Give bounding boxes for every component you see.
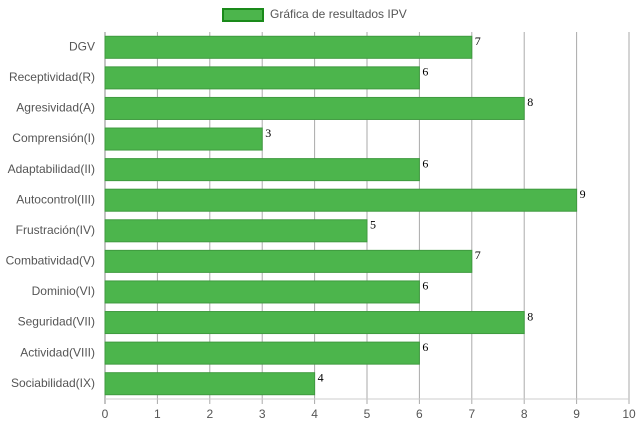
- bar: [104, 249, 473, 273]
- bar: [104, 219, 368, 243]
- y-tick-label: Adaptabilidad(II): [8, 162, 95, 176]
- value-label: 6: [422, 340, 428, 354]
- bar: [104, 96, 525, 120]
- value-label: 6: [422, 65, 428, 79]
- x-tick-label: 2: [206, 407, 213, 421]
- value-label: 6: [422, 156, 428, 170]
- y-tick-label: Seguridad(VII): [18, 315, 95, 329]
- x-tick-label: 1: [154, 407, 161, 421]
- legend-swatch: [222, 8, 264, 22]
- value-label: 6: [422, 279, 428, 293]
- y-tick-label: Combatividad(V): [6, 254, 95, 268]
- bar: [104, 127, 263, 151]
- x-tick-label: 3: [259, 407, 266, 421]
- y-tick-label: Receptividad(R): [9, 70, 95, 84]
- value-label: 8: [527, 309, 533, 323]
- x-tick-label: 0: [102, 407, 109, 421]
- x-tick-label: 8: [521, 407, 528, 421]
- value-label: 3: [265, 126, 271, 140]
- bar: [104, 372, 316, 396]
- x-tick-label: 4: [311, 407, 318, 421]
- bar: [104, 35, 473, 59]
- x-tick-label: 9: [573, 407, 580, 421]
- x-tick-label: 5: [364, 407, 371, 421]
- value-label: 9: [580, 187, 586, 201]
- value-label: 7: [475, 248, 481, 262]
- bar: [104, 188, 578, 212]
- y-tick-label: Autocontrol(III): [16, 192, 95, 206]
- legend-label: Gráfica de resultados IPV: [270, 7, 407, 21]
- bar: [104, 311, 525, 335]
- x-tick-label: 6: [416, 407, 423, 421]
- y-tick-label: DGV: [69, 39, 95, 53]
- bar: [104, 66, 420, 90]
- bar: [104, 341, 420, 365]
- bar: [104, 158, 420, 182]
- value-label: 8: [527, 95, 533, 109]
- y-tick-label: Sociabilidad(IX): [11, 376, 95, 390]
- bar: [104, 280, 420, 304]
- y-tick-label: Comprensión(I): [12, 131, 95, 145]
- y-tick-label: Agresividad(A): [16, 101, 95, 115]
- y-tick-label: Frustración(IV): [16, 223, 95, 237]
- x-tick-label: 7: [468, 407, 475, 421]
- y-tick-label: Actividad(VIII): [20, 345, 95, 359]
- value-label: 7: [475, 34, 481, 48]
- value-label: 4: [318, 370, 324, 384]
- x-tick-label: 10: [622, 407, 636, 421]
- value-label: 5: [370, 218, 376, 232]
- y-tick-label: Dominio(VI): [32, 284, 95, 298]
